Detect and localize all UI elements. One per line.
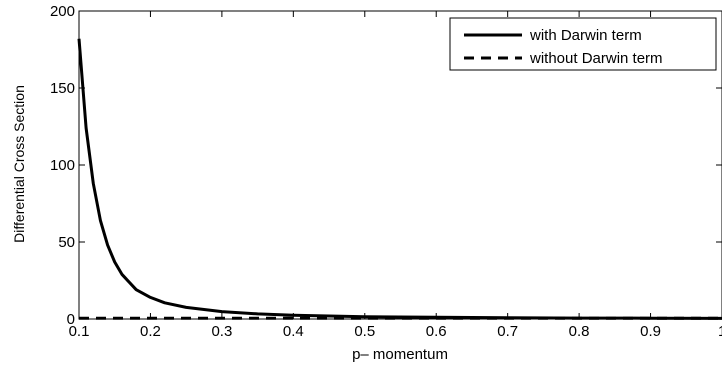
legend-box (449, 17, 717, 71)
y-axis-label: Differential Cross Section (11, 85, 27, 243)
x-tick-label: 0.3 (211, 323, 232, 340)
legend: with Darwin term without Darwin term (449, 17, 717, 71)
x-tick-label: 0.5 (354, 323, 375, 340)
y-tick-label: 0 (67, 311, 75, 328)
y-tick-label: 150 (50, 80, 75, 97)
x-tick-label: 1 (718, 323, 722, 340)
x-tick-label: 0.8 (569, 323, 590, 340)
legend-label-with-darwin: with Darwin term (529, 27, 642, 44)
x-tick-label: 0.2 (140, 323, 161, 340)
x-tick-label: 0.6 (426, 323, 447, 340)
y-tick-label: 200 (50, 3, 75, 20)
x-tick-label: 0.9 (640, 323, 661, 340)
ticks-layer: 0.1 0.2 0.3 0.4 0.5 0.6 0.7 0.8 0.9 1 0 50 100 150 200 (50, 3, 722, 340)
y-tick-label: 50 (58, 234, 75, 251)
series-layer (77, 38, 722, 320)
x-axis-label: p– momentum (352, 346, 448, 363)
y-tick-label: 100 (50, 157, 75, 174)
legend-label-without-darwin: without Darwin term (529, 50, 663, 67)
x-tick-label: 0.4 (283, 323, 304, 340)
x-tick-label: 0.1 (69, 323, 90, 340)
x-tick-label: 0.7 (497, 323, 518, 340)
